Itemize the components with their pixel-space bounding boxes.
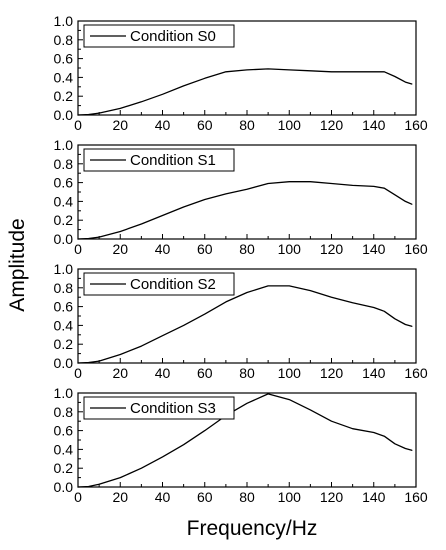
x-tick-label-3-5: 100 [278, 489, 302, 505]
y-tick-label-3-2: 0.4 [54, 441, 74, 457]
y-axis-title: Amplitude [6, 218, 29, 311]
series-line-1-0 [77, 181, 413, 240]
y-tick-label-1-1: 0.2 [54, 212, 74, 228]
legend-label-0: Condition S0 [130, 28, 216, 45]
panel-0: 0 20 40 60 80 100 120 140 160 0.0 0.2 0.4 0.6 0.8 1.0 C… [54, 13, 428, 133]
x-tick-label-3-2: 40 [155, 489, 171, 505]
legend-box-0 [83, 24, 235, 48]
y-tick-label-2-3: 0.6 [54, 299, 74, 315]
x-tick-label-1-4: 80 [239, 241, 255, 257]
x-tick-label-0-5: 100 [278, 117, 302, 133]
y-tick-label-2-2: 0.4 [54, 317, 74, 333]
x-tick-label-0-8: 160 [404, 117, 428, 133]
x-tick-label-3-8: 160 [404, 489, 428, 505]
x-tick-label-2-5: 100 [278, 365, 302, 381]
x-tick-label-3-6: 120 [320, 489, 344, 505]
x-tick-label-0-1: 20 [112, 117, 128, 133]
x-tick-label-0-7: 140 [362, 117, 386, 133]
y-tick-label-2-0: 0.0 [54, 355, 74, 371]
x-tick-label-1-8: 160 [404, 241, 428, 257]
x-tick-label-2-6: 120 [320, 365, 344, 381]
x-tick-label-3-1: 20 [112, 489, 128, 505]
y-tick-label-1-3: 0.6 [54, 175, 74, 191]
y-tick-label-0-3: 0.6 [54, 51, 74, 67]
legend-box-1 [83, 148, 235, 172]
x-tick-label-2-1: 20 [112, 365, 128, 381]
y-tick-label-3-4: 0.8 [54, 404, 74, 420]
y-tick-label-1-5: 1.0 [54, 137, 74, 153]
y-tick-label-3-1: 0.2 [54, 460, 74, 476]
x-tick-label-1-0: 0 [74, 241, 82, 257]
x-tick-label-3-3: 60 [197, 489, 213, 505]
y-tick-label-2-5: 1.0 [54, 261, 74, 277]
x-tick-label-2-2: 40 [155, 365, 171, 381]
legend-box-3 [83, 396, 235, 420]
panel-3: 0 20 40 60 80 100 120 140 160 0.0 0.2 0.4 0.6 0.8 1.0 C… [54, 385, 428, 505]
x-tick-label-1-2: 40 [155, 241, 171, 257]
x-tick-label-0-4: 80 [239, 117, 255, 133]
y-tick-label-2-4: 0.8 [54, 280, 74, 296]
x-tick-label-0-6: 120 [320, 117, 344, 133]
y-tick-label-3-5: 1.0 [54, 385, 74, 401]
y-tick-label-1-0: 0.0 [54, 231, 74, 247]
x-tick-label-0-0: 0 [74, 117, 82, 133]
x-tick-label-1-1: 20 [112, 241, 128, 257]
x-tick-label-2-3: 60 [197, 365, 213, 381]
legend-label-2: Condition S2 [130, 276, 216, 293]
y-tick-label-0-4: 0.8 [54, 32, 74, 48]
x-tick-label-3-0: 0 [74, 489, 82, 505]
x-tick-label-3-4: 80 [239, 489, 255, 505]
y-tick-label-1-4: 0.8 [54, 156, 74, 172]
x-tick-label-2-7: 140 [362, 365, 386, 381]
legend-label-3: Condition S3 [130, 400, 216, 417]
x-tick-label-0-3: 60 [197, 117, 213, 133]
legend-box-2 [83, 272, 235, 296]
panel-2: 0 20 40 60 80 100 120 140 160 0.0 0.2 0.4 0.6 0.8 1.0 C… [54, 261, 428, 381]
x-tick-label-1-6: 120 [320, 241, 344, 257]
y-tick-label-0-1: 0.2 [54, 88, 74, 104]
x-tick-label-2-8: 160 [404, 365, 428, 381]
y-tick-label-0-5: 1.0 [54, 13, 74, 29]
series-line-3-0 [77, 393, 413, 488]
x-tick-label-3-7: 140 [362, 489, 386, 505]
x-tick-label-0-2: 40 [155, 117, 171, 133]
x-tick-label-1-5: 100 [278, 241, 302, 257]
x-tick-label-1-3: 60 [197, 241, 213, 257]
x-tick-label-2-4: 80 [239, 365, 255, 381]
series-line-0-0 [77, 68, 413, 116]
y-tick-label-2-1: 0.2 [54, 336, 74, 352]
y-tick-label-3-0: 0.0 [54, 479, 74, 495]
y-tick-label-0-2: 0.4 [54, 69, 74, 85]
x-tick-label-2-0: 0 [74, 365, 82, 381]
series-line-2-0 [77, 285, 413, 364]
x-tick-label-1-7: 140 [362, 241, 386, 257]
legend-label-1: Condition S1 [130, 152, 216, 169]
y-tick-label-3-3: 0.6 [54, 423, 74, 439]
x-axis-title: Frequency/Hz [187, 517, 318, 540]
y-tick-label-0-0: 0.0 [54, 107, 74, 123]
panel-1: 0 20 40 60 80 100 120 140 160 0.0 0.2 0.4 0.6 0.8 1.0 C… [54, 137, 428, 257]
y-tick-label-1-2: 0.4 [54, 193, 74, 209]
